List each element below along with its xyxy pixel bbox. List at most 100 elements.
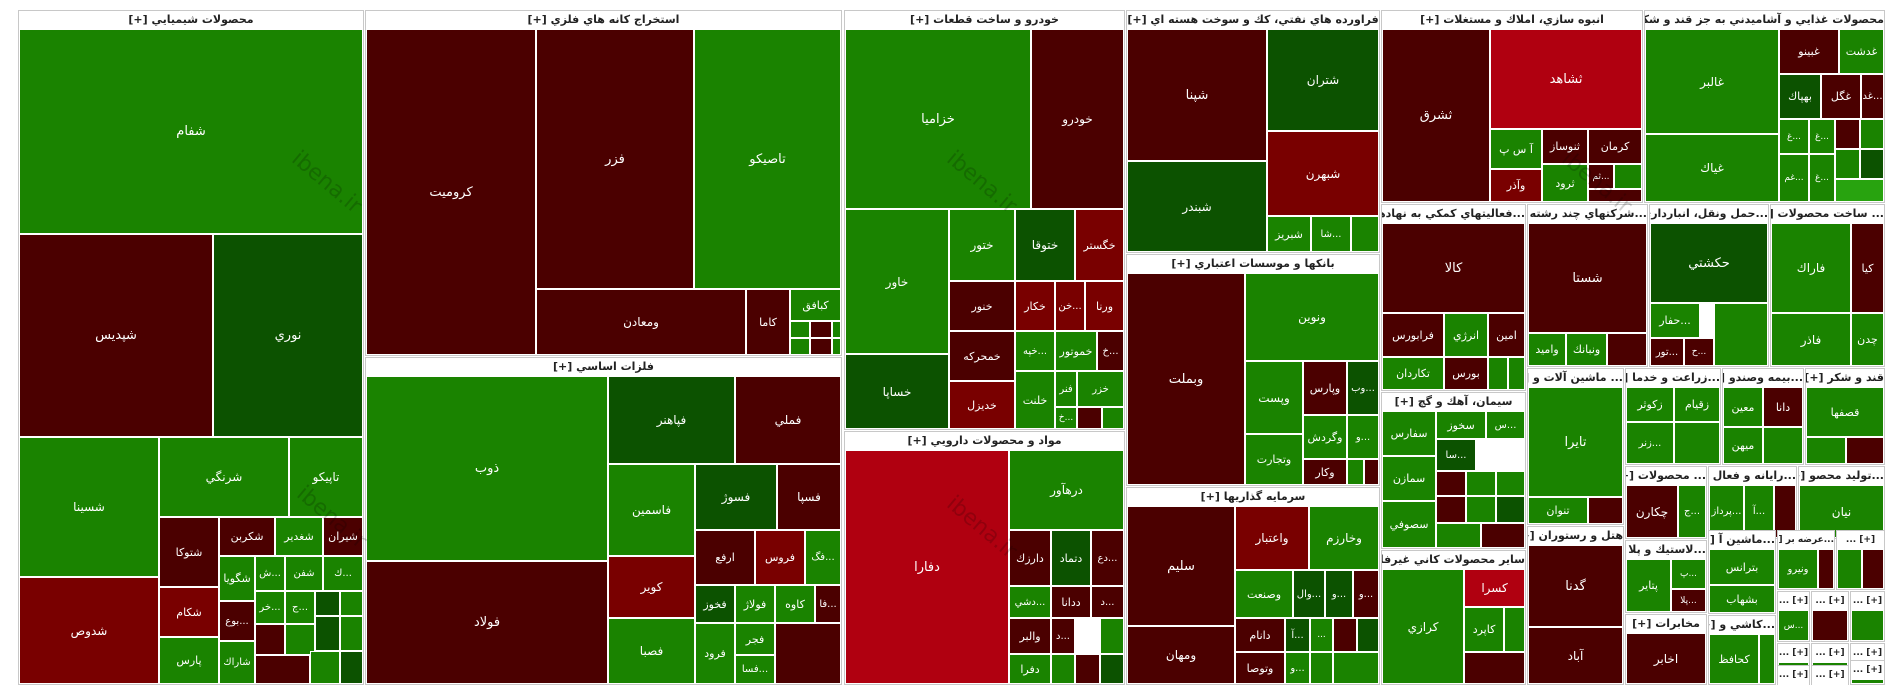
treemap-tile[interactable] [1364, 459, 1379, 485]
treemap-tile[interactable]: بهپاك [1779, 74, 1821, 119]
treemap-tile[interactable] [1778, 684, 1809, 686]
treemap-tile[interactable] [1496, 471, 1525, 496]
treemap-tile[interactable]: ميهن [1723, 427, 1763, 464]
sector-title[interactable]: ...كاشي و [+] [1709, 616, 1775, 635]
treemap-tile[interactable]: سصوفي [1382, 501, 1436, 548]
treemap-tile[interactable] [1436, 523, 1481, 548]
treemap-tile[interactable]: ...و [1353, 570, 1379, 618]
sector-title[interactable]: استخراج کانه هاي فلزي [+] [366, 11, 841, 30]
treemap-tile[interactable] [1614, 164, 1642, 189]
treemap-tile[interactable]: شفن [285, 556, 323, 591]
treemap-tile[interactable]: دفارا [845, 450, 1009, 684]
treemap-tile[interactable]: شرنگي [159, 437, 289, 517]
treemap-tile[interactable]: ...غد [1861, 74, 1884, 119]
treemap-tile[interactable]: كاپرد [1464, 607, 1504, 652]
treemap-tile[interactable]: ارفع [695, 530, 755, 585]
treemap-tile[interactable]: دانام [1235, 618, 1285, 652]
treemap-tile[interactable] [1508, 357, 1525, 390]
treemap-tile[interactable] [832, 321, 841, 338]
sector-title[interactable]: مواد و محصولات دارويي [+] [845, 432, 1124, 451]
treemap-tile[interactable]: كاوه [775, 585, 815, 623]
treemap-tile[interactable]: كحافظ [1709, 634, 1759, 684]
treemap-tile[interactable]: فزر [536, 29, 694, 289]
treemap-tile[interactable]: خمحركه [949, 331, 1015, 381]
treemap-tile[interactable] [1806, 437, 1846, 464]
treemap-tile[interactable]: ...زنر [1626, 422, 1674, 464]
treemap-tile[interactable]: شسينا [19, 437, 159, 577]
sector-title[interactable]: فلزات اساسي [+] [366, 358, 841, 377]
treemap-tile[interactable] [340, 591, 363, 616]
treemap-tile[interactable]: فصبا [608, 618, 695, 684]
treemap-tile[interactable] [1674, 422, 1720, 464]
treemap-tile[interactable] [1051, 654, 1075, 684]
treemap-tile[interactable]: ومهان [1127, 626, 1235, 684]
treemap-tile[interactable]: فملي [735, 376, 841, 464]
treemap-tile[interactable]: پتاير [1626, 559, 1671, 612]
treemap-tile[interactable] [1812, 610, 1848, 641]
treemap-tile[interactable] [1347, 459, 1364, 485]
treemap-tile[interactable]: شتوكا [159, 517, 219, 587]
treemap-tile[interactable]: خساپا [845, 354, 949, 429]
treemap-tile[interactable]: ...ح [1684, 338, 1714, 366]
treemap-tile[interactable]: خكار [1015, 281, 1055, 331]
treemap-tile[interactable]: شبهرن [1267, 131, 1379, 216]
sector-title[interactable]: [+] ... [1851, 592, 1884, 611]
treemap-tile[interactable]: ختوقا [1015, 209, 1075, 281]
treemap-tile[interactable]: خنور [949, 281, 1015, 331]
sector-title[interactable]: ...ماشين آ [+] [1709, 531, 1775, 550]
treemap-tile[interactable]: ...پ [1671, 559, 1706, 589]
treemap-tile[interactable]: دانا [1763, 387, 1803, 427]
treemap-tile[interactable]: خلنت [1015, 371, 1055, 429]
treemap-tile[interactable]: آ س پ [1490, 129, 1542, 169]
treemap-tile[interactable]: فاذر [1771, 313, 1851, 366]
sector-title[interactable]: ...بيمه وصندو [+] [1723, 369, 1803, 388]
treemap-tile[interactable]: غياك [1645, 134, 1779, 202]
sector-title[interactable]: [+] ... [1778, 644, 1809, 663]
sector-title[interactable]: ...زراعت و خدما [+] [1626, 369, 1720, 388]
treemap-tile[interactable] [1333, 618, 1357, 652]
treemap-tile[interactable]: ...غ [1779, 119, 1809, 154]
treemap-tile[interactable]: دفرا [1009, 654, 1051, 684]
sector-title[interactable]: ... محصولات [+] [1626, 467, 1706, 486]
treemap-tile[interactable]: ومعادن [536, 289, 746, 355]
treemap-tile[interactable]: سخوز [1436, 411, 1486, 439]
treemap-tile[interactable] [1851, 679, 1884, 684]
sector-title[interactable]: [+] ... [1812, 644, 1848, 663]
treemap-tile[interactable]: فجر [735, 623, 775, 655]
treemap-tile[interactable]: ...وب [1347, 361, 1379, 415]
treemap-tile[interactable]: ...ج [1678, 485, 1706, 538]
treemap-tile[interactable]: ...آ [1285, 618, 1310, 652]
treemap-tile[interactable] [810, 338, 832, 355]
treemap-tile[interactable]: ونيرو [1778, 549, 1818, 589]
treemap-tile[interactable] [1351, 216, 1379, 252]
treemap-tile[interactable]: وامید [1528, 333, 1566, 366]
treemap-tile[interactable]: امين [1488, 313, 1525, 357]
treemap-tile[interactable]: ذوب [366, 376, 608, 561]
sector-title[interactable]: ساير محصولات كاني غيرفلزي [+] [1382, 551, 1525, 570]
treemap-tile[interactable]: ...س [1778, 610, 1809, 641]
treemap-tile[interactable] [1100, 618, 1124, 654]
treemap-tile[interactable]: ثشاهد [1490, 29, 1642, 129]
treemap-tile[interactable]: گدنا [1528, 545, 1623, 627]
treemap-tile[interactable]: شيران [323, 517, 363, 556]
sector-title[interactable]: قند و شكر [+] [1806, 369, 1884, 388]
treemap-tile[interactable] [1714, 303, 1768, 366]
treemap-tile[interactable] [1488, 357, 1508, 390]
treemap-tile[interactable] [1077, 407, 1102, 429]
treemap-tile[interactable]: ...و [1325, 570, 1353, 618]
treemap-tile[interactable]: خزر [1077, 371, 1124, 407]
treemap-tile[interactable]: ...وال [1293, 570, 1325, 618]
sector-title[interactable]: ...فعاليتهاي كمكي به نهادها [+] [1382, 205, 1525, 224]
sector-title[interactable]: سرمايه گذاريها [+] [1127, 488, 1379, 507]
treemap-tile[interactable] [340, 616, 363, 651]
treemap-tile[interactable]: خودرو [1031, 29, 1124, 209]
treemap-tile[interactable]: شبريز [1267, 216, 1311, 252]
treemap-tile[interactable] [315, 591, 340, 616]
treemap-tile[interactable]: ...فا [815, 585, 841, 623]
treemap-tile[interactable] [1862, 549, 1884, 589]
treemap-tile[interactable]: ...د [1091, 586, 1124, 618]
treemap-tile[interactable]: ثشرق [1382, 29, 1490, 202]
treemap-tile[interactable]: فسوژ [695, 464, 777, 530]
treemap-tile[interactable] [775, 623, 841, 684]
treemap-tile[interactable]: چدن [1851, 313, 1884, 366]
